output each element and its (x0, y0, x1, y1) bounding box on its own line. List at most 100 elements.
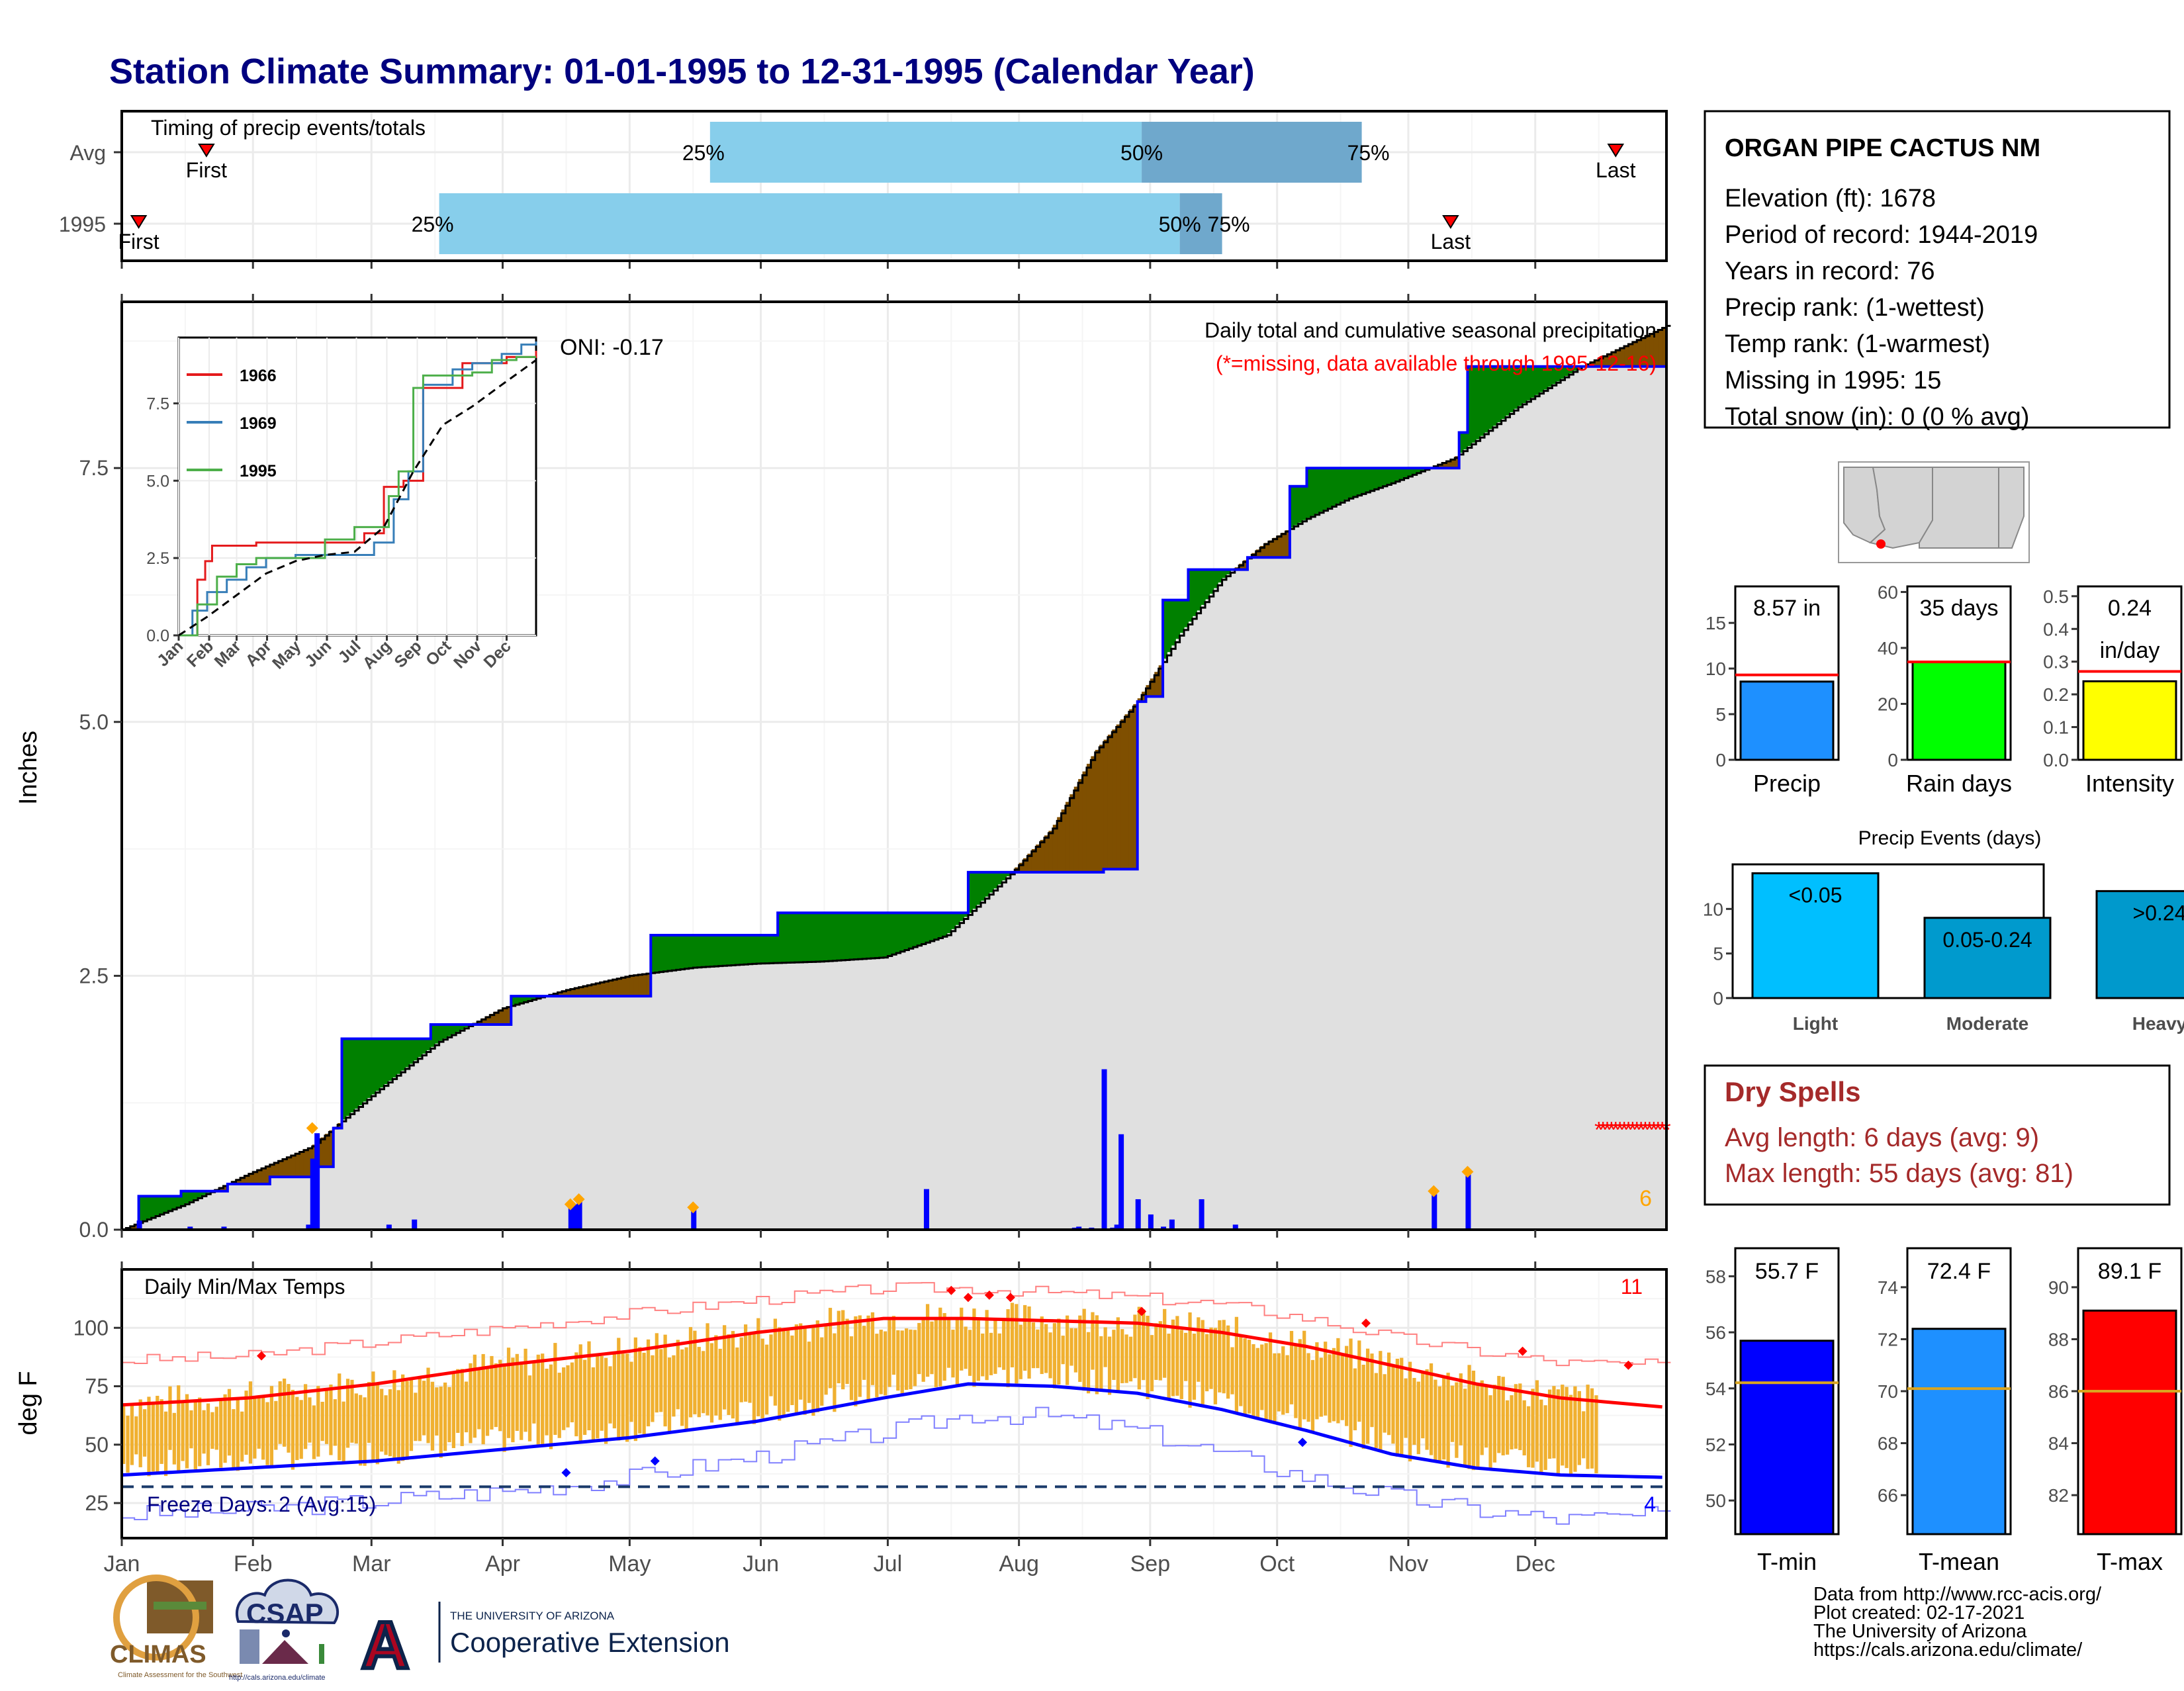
month-label-1: Feb (234, 1551, 273, 1577)
precip-anomaly-band (1099, 745, 1104, 872)
daily-temp-bar (181, 1402, 185, 1461)
precip-anomaly-band (731, 935, 736, 965)
precip-anomaly-band (1476, 367, 1480, 439)
daily-temp-bar (1510, 1395, 1513, 1449)
daily-temp-bar (1057, 1318, 1060, 1385)
daily-temp-bar (1226, 1326, 1230, 1399)
daily-temp-bar (1294, 1346, 1297, 1418)
daily-temp-bar (1205, 1334, 1208, 1391)
mini-bar-axis-label: T-min (1757, 1548, 1817, 1575)
precip-ytick-label-1: 2.5 (79, 964, 109, 987)
daily-temp-bar (1493, 1385, 1496, 1462)
precip-anomaly-band (930, 913, 934, 940)
precip-anomaly-band (807, 913, 812, 962)
daily-temp-bar (613, 1353, 616, 1428)
daily-temp-bar (1159, 1321, 1162, 1381)
csap-logo-cactus (319, 1644, 324, 1664)
daily-temp-bar (431, 1382, 434, 1451)
daily-temp-bar (1269, 1332, 1272, 1421)
daily-temp-bar (964, 1326, 968, 1369)
mini-bar-tick-label-1: 0.1 (2043, 717, 2069, 738)
daily-temp-bar (1116, 1317, 1120, 1393)
daily-temp-bar (545, 1369, 548, 1436)
daily-temp-bar (177, 1385, 180, 1471)
daily-temp-bar (875, 1334, 878, 1397)
daily-temp-bar (934, 1318, 938, 1387)
daily-temp-bar (922, 1318, 925, 1382)
precip-anomaly-band (714, 935, 719, 966)
daily-temp-bar (494, 1363, 498, 1427)
daily-temp-bar (1138, 1307, 1141, 1390)
timing-p50-label-1: 50% (1159, 212, 1201, 236)
daily-temp-bar (880, 1330, 883, 1394)
daily-temp-bar (854, 1316, 857, 1406)
precip-anomaly-band (304, 1149, 308, 1177)
precip-anomaly-band (871, 913, 876, 958)
precip-anomaly-band (702, 935, 706, 967)
daily-temp-bar (820, 1338, 823, 1406)
daily-temp-bar (884, 1332, 887, 1396)
daily-temp-bar (1095, 1315, 1099, 1394)
daily-temp-bar (1476, 1385, 1479, 1470)
precip-anomaly-band (414, 1039, 418, 1061)
daily-temp-bar (1087, 1332, 1090, 1394)
daily-temp-bar (553, 1343, 557, 1435)
daily-temp-bar (380, 1389, 383, 1451)
precip-anomaly-band (756, 935, 761, 964)
daily-temp-bar (968, 1330, 972, 1376)
daily-temp-bar (300, 1400, 303, 1459)
inset-legend-label-0: 1966 (240, 367, 277, 385)
precip-anomaly-band (1315, 468, 1320, 514)
daily-temp-bar (447, 1387, 451, 1442)
timing-first_label-1: First (118, 230, 159, 253)
daily-temp-bar (625, 1353, 629, 1441)
precip-anomaly-band (1357, 468, 1362, 494)
precip-anomaly-band (1320, 468, 1324, 512)
mini-bar-tick-label-2: 86 (2048, 1381, 2069, 1402)
daily-temp-bar (346, 1379, 349, 1447)
daily-temp-bar (1523, 1400, 1526, 1455)
daily-temp-bar (735, 1348, 739, 1425)
precip-anomaly-band (359, 1039, 363, 1105)
daily-temp-bar (1417, 1382, 1420, 1455)
daily-temp-bar (1154, 1323, 1158, 1380)
precip-anomaly-band (765, 935, 770, 963)
precip-anomaly-band (723, 935, 727, 966)
mini-bar-tick-label-1: 20 (1878, 694, 1898, 714)
precip-anomaly-band (143, 1196, 148, 1220)
precip-panel: ***************** 0.02.55.07.5 Inches ON… (15, 294, 1671, 1242)
precip-events-tick-label-0: 0 (1713, 988, 1723, 1009)
month-label-8: Sep (1130, 1551, 1171, 1577)
precip-anomaly-band (392, 1039, 397, 1077)
precip-anomaly-band (680, 935, 685, 969)
daily-temp-bar (1548, 1390, 1551, 1459)
daily-temp-bar (1582, 1411, 1585, 1458)
precip-anomaly-band (938, 913, 943, 937)
daily-temp-bar (1404, 1379, 1408, 1438)
daily-temp-bar (608, 1366, 612, 1423)
temp-ytick-label-3: 100 (73, 1316, 109, 1340)
daily-temp-bar (1125, 1334, 1128, 1383)
daily-precip-bar (1102, 1070, 1107, 1230)
mini-bar-tick-label-0: 0 (1888, 750, 1898, 770)
freeze-days-label: Freeze Days: 2 (Avg:15) (147, 1492, 376, 1516)
precip-anomaly-band (748, 935, 752, 964)
precip-anomaly-band (1396, 468, 1400, 480)
daily-temp-bar (833, 1334, 836, 1412)
csap-logo-text: CSAP (246, 1598, 324, 1629)
dry-spells-avg: Avg length: 6 days (avg: 9) (1725, 1123, 2039, 1152)
daily-temp-bar (295, 1397, 298, 1460)
mini-bar-tick-label-1: 68 (1878, 1434, 1898, 1454)
mini-bar-tick-label-2: 10 (1706, 659, 1726, 679)
daily-temp-bar (1383, 1374, 1387, 1432)
daily-temp-bar (659, 1349, 662, 1412)
daily-temp-bar (892, 1316, 895, 1375)
precip-anomaly-band (152, 1196, 156, 1216)
mini-bar-tick-label-4: 58 (1706, 1266, 1726, 1287)
daily-temp-bar (1379, 1351, 1382, 1451)
daily-temp-bar (1032, 1322, 1035, 1368)
precip-anomaly-band (1349, 468, 1353, 498)
